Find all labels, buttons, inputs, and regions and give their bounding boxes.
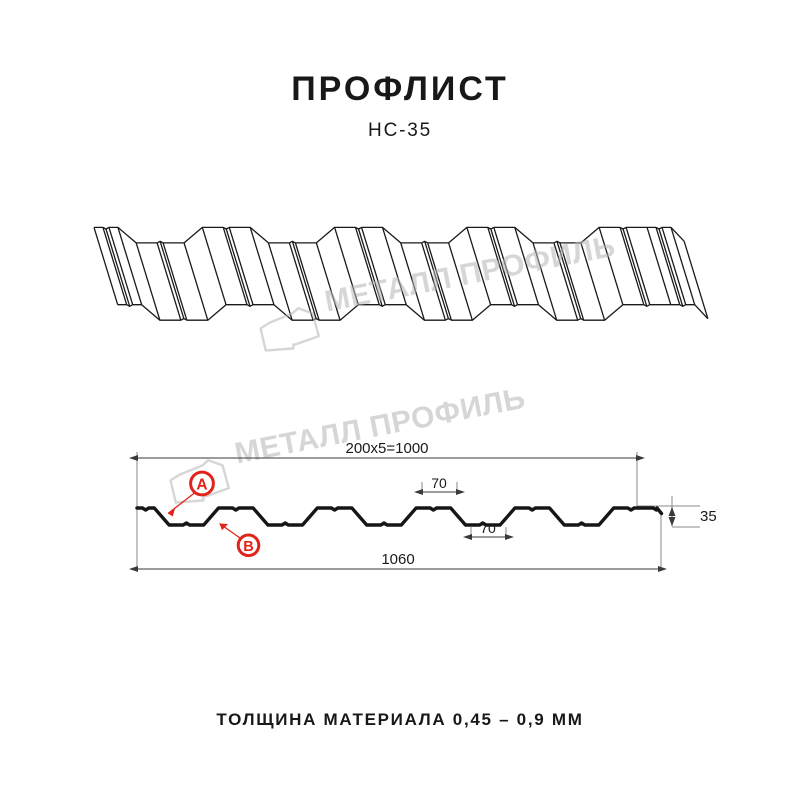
svg-text:B: B — [243, 539, 253, 555]
svg-text:70: 70 — [480, 520, 496, 536]
svg-text:200x5=1000: 200x5=1000 — [346, 440, 429, 457]
svg-text:70: 70 — [431, 475, 447, 491]
svg-text:A: A — [196, 477, 207, 494]
svg-text:35: 35 — [700, 508, 717, 525]
svg-text:1060: 1060 — [381, 551, 414, 568]
